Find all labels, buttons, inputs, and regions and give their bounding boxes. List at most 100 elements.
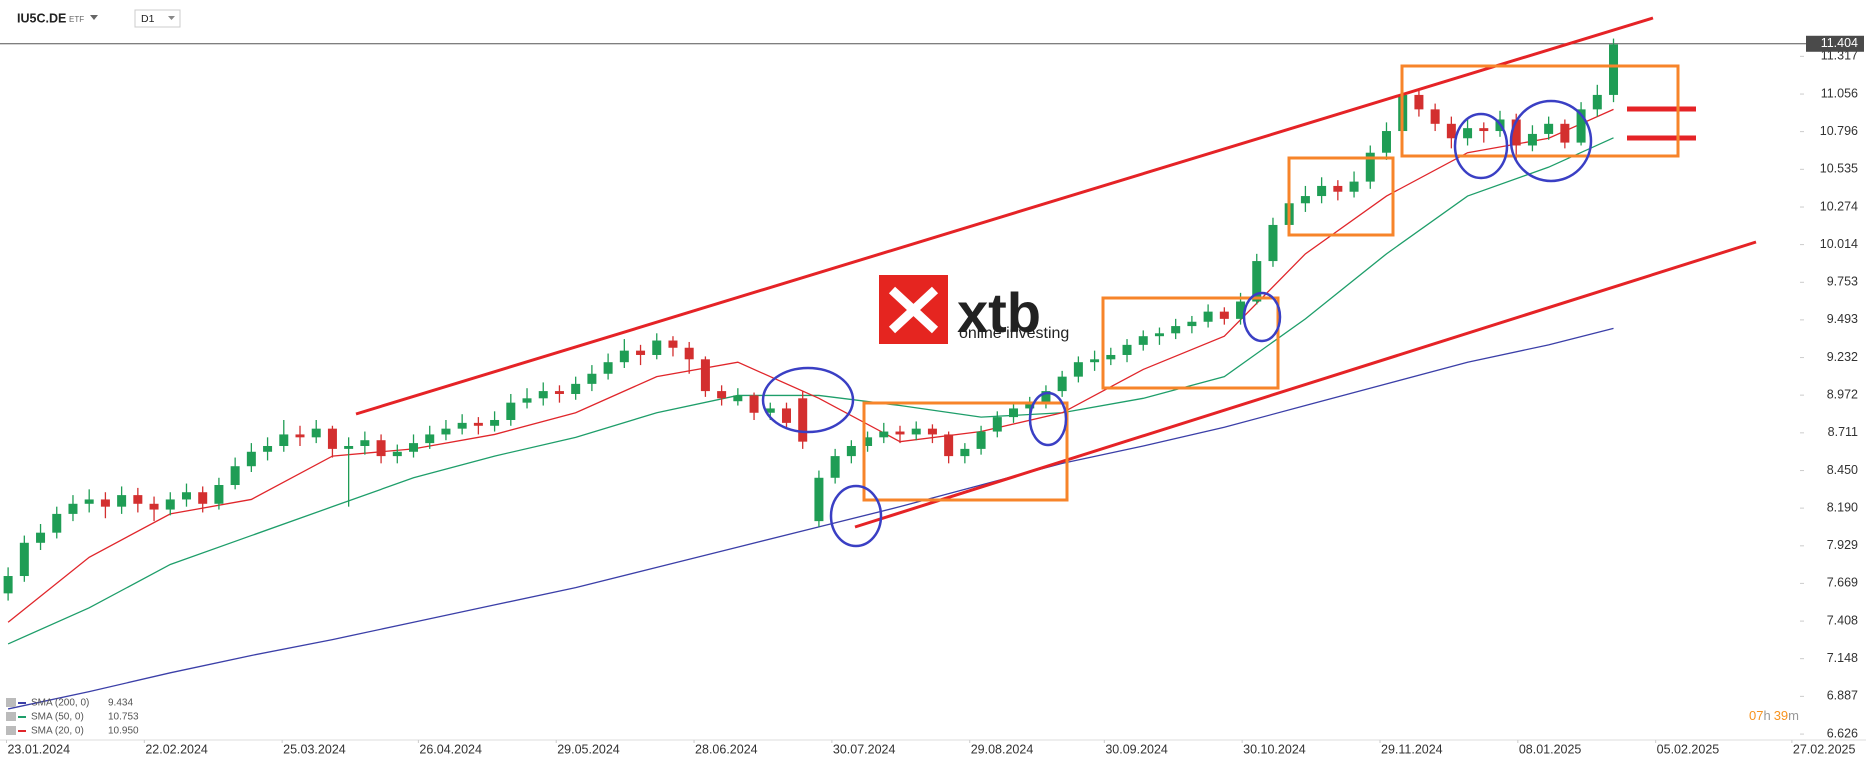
candle-body [1349, 181, 1359, 192]
x-tick-label: 26.04.2024 [419, 742, 482, 756]
candle-body [1592, 94, 1602, 110]
candle-body [700, 359, 710, 392]
y-tick-label: 8.972 [1827, 387, 1858, 401]
candle-body [1333, 185, 1343, 192]
candle-body [68, 503, 78, 514]
candle-body [603, 362, 613, 374]
x-tick-label: 28.06.2024 [695, 742, 758, 756]
candle-body [311, 428, 321, 438]
y-tick-label: 11.056 [1821, 86, 1858, 100]
candle-body [117, 495, 127, 507]
y-tick-label: 7.669 [1827, 576, 1858, 590]
y-tick-label: 6.887 [1827, 689, 1858, 703]
candle-body [846, 445, 856, 457]
y-tick-label: 6.626 [1827, 726, 1858, 740]
y-tick-label: 7.929 [1827, 538, 1858, 552]
interval-dropdown[interactable] [168, 16, 175, 20]
candle-body [1511, 119, 1521, 146]
highlight-ellipse [1028, 391, 1068, 447]
candle-body [214, 485, 224, 504]
candle-body [1187, 321, 1197, 327]
candle-body [376, 440, 386, 457]
interval[interactable]: D1 [141, 13, 155, 25]
candle-body [1446, 123, 1456, 139]
symbol[interactable]: IU5C.DE [17, 11, 66, 25]
x-tick-label: 30.07.2024 [833, 742, 896, 756]
countdown: 07h 39m [1749, 708, 1799, 723]
candle-body [181, 492, 191, 500]
candle-body [360, 440, 370, 446]
trend-line [854, 240, 1757, 529]
x-tick-label: 05.02.2025 [1657, 742, 1720, 756]
candle-body [911, 428, 921, 435]
candle-body [538, 391, 548, 399]
legend-icon [6, 698, 16, 707]
candle-body [1025, 402, 1035, 409]
legend-name: SMA (20, 0) [31, 726, 84, 737]
candle-body [165, 499, 175, 510]
y-tick-label: 11.317 [1821, 49, 1858, 63]
candle-body [927, 428, 937, 435]
highlight-ellipse [761, 366, 855, 434]
annotations [355, 16, 1757, 548]
interval-select[interactable] [134, 9, 181, 28]
candle-body [879, 431, 889, 438]
logo-brand: xtb [957, 281, 1041, 344]
candle-body [1171, 326, 1181, 334]
candle-body [652, 340, 662, 355]
candle-body [636, 350, 646, 355]
range-box [1287, 156, 1395, 237]
last-price-label: 11.404 [1821, 36, 1858, 50]
y-tick-label: 10.274 [1820, 199, 1858, 213]
candle-body [263, 445, 273, 452]
x-tick-label: 30.09.2024 [1105, 742, 1168, 756]
candle-body [230, 466, 240, 486]
candle-body [279, 434, 289, 446]
candle-body [133, 495, 143, 504]
legend-value: 10.950 [108, 726, 139, 737]
candle-body [19, 542, 29, 577]
instrument-type: ETF [69, 15, 84, 24]
highlight-ellipse [1509, 99, 1593, 183]
y-tick-label: 8.450 [1827, 463, 1858, 477]
y-tick-label: 10.014 [1820, 237, 1858, 251]
candle-body [198, 492, 208, 504]
candle-body [1090, 359, 1100, 363]
x-tick-label: 29.11.2024 [1381, 742, 1443, 756]
candle-body [1138, 336, 1148, 345]
x-tick-label: 29.05.2024 [557, 742, 620, 756]
x-tick-label: 23.01.2024 [7, 742, 70, 756]
candle-body [684, 347, 694, 360]
y-tick-label: 9.232 [1827, 350, 1858, 364]
candle-body [1414, 94, 1424, 110]
candle-body [344, 445, 354, 449]
x-tick-label: 29.08.2024 [971, 742, 1034, 756]
candle-body [992, 417, 1002, 432]
candle-body [246, 451, 256, 467]
candle-body [1576, 109, 1586, 143]
candle-body [1527, 133, 1537, 146]
sma-line [7, 108, 1614, 623]
candle-body [1381, 131, 1391, 153]
candle-body [668, 340, 678, 348]
x-tick-label: 30.10.2024 [1243, 742, 1306, 756]
candle-body [409, 443, 419, 452]
candle-body [441, 428, 451, 435]
candle-body [1463, 128, 1473, 139]
candle-body [506, 402, 516, 420]
candle-body [1609, 44, 1619, 95]
y-tick-label: 9.753 [1827, 275, 1858, 289]
candle-body [84, 499, 94, 504]
candle-body [1365, 152, 1375, 182]
candle-body [1479, 128, 1489, 132]
symbol-dropdown[interactable] [90, 15, 98, 20]
candle-body [1252, 261, 1262, 302]
y-tick-label: 8.711 [1828, 425, 1858, 439]
last-price-box [1806, 35, 1864, 52]
candle-body [1009, 408, 1019, 418]
candle-body [1430, 109, 1440, 124]
legend-icon [6, 726, 16, 735]
y-tick-label: 10.796 [1820, 124, 1858, 138]
